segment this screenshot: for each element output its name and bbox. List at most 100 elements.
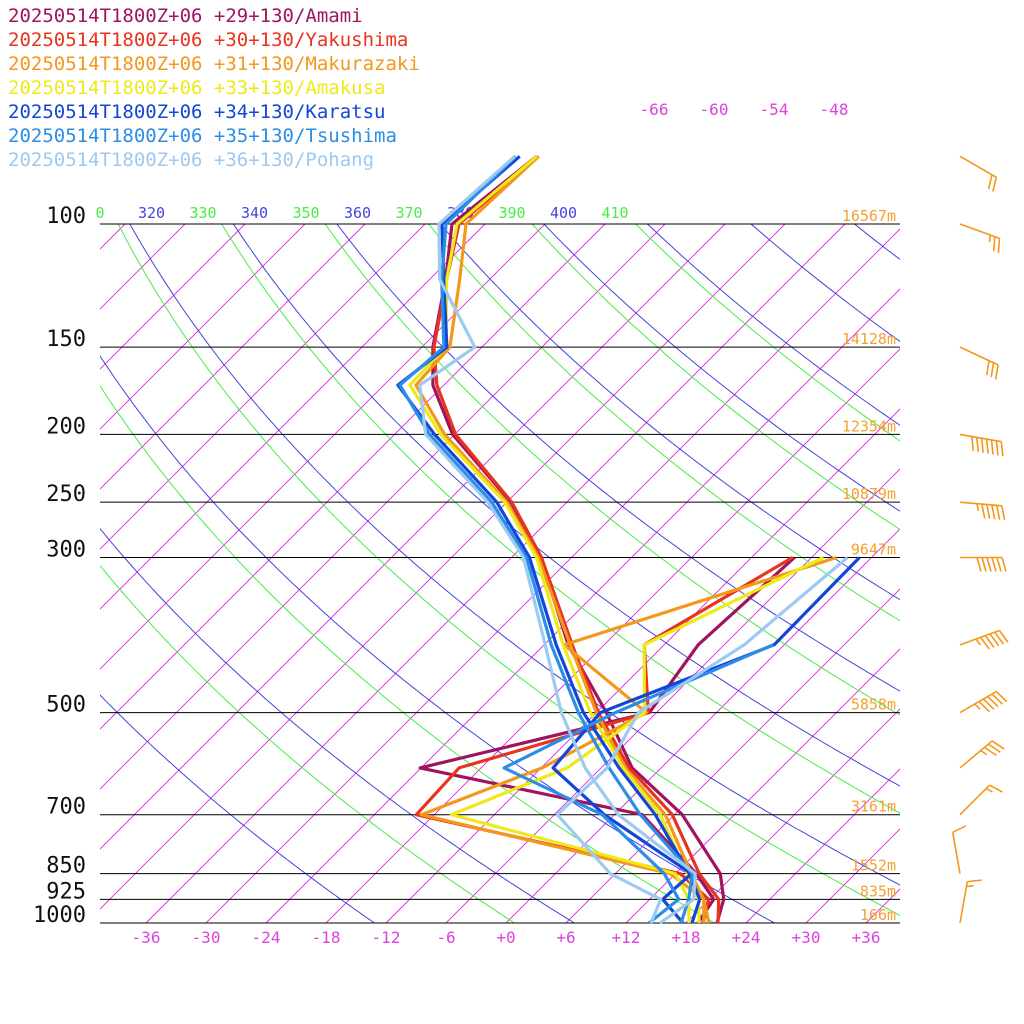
- isotherm-line: [505, 528, 900, 923]
- temperature-tick-label: -36: [132, 928, 161, 947]
- temperature-tick-label: +30: [792, 928, 821, 947]
- wind-barbs: [951, 155, 1009, 924]
- isotherm-line: [625, 648, 900, 923]
- legend-entry: 20250514T1800Z+06 +31+130/Makurazaki: [8, 53, 420, 75]
- legend-entry: 20250514T1800Z+06 +29+130/Amami: [8, 5, 363, 27]
- wind-barb: [959, 501, 1006, 521]
- theta-label: 330: [189, 204, 216, 222]
- dry-adiabat: [958, 224, 1024, 923]
- wind-barb: [959, 690, 1008, 714]
- dry-adiabat: [647, 224, 900, 426]
- temperature-tick-label: +6: [556, 928, 575, 947]
- isotherm-top-label: -54: [760, 100, 789, 119]
- wind-barb: [959, 740, 1005, 769]
- isotherm-line: [100, 224, 726, 850]
- height-label: 835m: [860, 882, 896, 900]
- height-label: 5858m: [851, 696, 896, 714]
- wind-barb: [959, 223, 1001, 253]
- legend-entry: 20250514T1800Z+06 +35+130/Tsushima: [8, 125, 397, 147]
- pressure-label: 1000: [33, 903, 86, 928]
- isotherm-line: [100, 224, 786, 910]
- temperature-profile: [414, 155, 711, 924]
- isotherm-line: [100, 224, 306, 430]
- height-label: 9647m: [851, 541, 896, 559]
- isotherm-line: [145, 224, 846, 923]
- temperature-profile: [396, 155, 702, 924]
- wind-barb: [951, 825, 967, 874]
- height-label: 12354m: [842, 417, 896, 435]
- legend-entry: 20250514T1800Z+06 +34+130/Karatsu: [8, 101, 386, 123]
- isotherm-line: [265, 288, 900, 923]
- temperature-profile: [418, 155, 697, 925]
- isotherm-top-label: -48: [820, 100, 849, 119]
- moist-adiabat: [428, 224, 900, 622]
- height-label: 10879m: [842, 485, 896, 503]
- isotherm-line: [805, 828, 900, 923]
- theta-label: 360: [344, 204, 371, 222]
- dewpoint-profile: [502, 643, 774, 925]
- isotherm-line: [445, 468, 900, 923]
- pressure-label: 300: [46, 538, 86, 563]
- height-label: 14128m: [842, 330, 896, 348]
- isotherm-line: [986, 224, 1024, 923]
- temperature-tick-label: -18: [312, 928, 341, 947]
- isotherm-line: [100, 224, 666, 790]
- dry-adiabat: [129, 224, 900, 886]
- isotherm-line: [865, 888, 900, 923]
- isotherm-line: [100, 224, 246, 370]
- isotherm-top-label: -66: [640, 100, 669, 119]
- isotherm-line: [685, 708, 900, 923]
- dewpoint-profile: [449, 556, 825, 924]
- theta-label: 410: [601, 204, 628, 222]
- temperature-tick-label: -24: [252, 928, 281, 947]
- pressure-label: 850: [46, 854, 86, 879]
- isotherm-line: [100, 224, 486, 610]
- isotherm-line: [100, 224, 426, 550]
- pressure-label: 700: [46, 795, 86, 820]
- wind-barb: [959, 784, 1003, 816]
- wind-barb: [959, 629, 1009, 650]
- temperature-tick-label: -30: [192, 928, 221, 947]
- isotherm-line: [385, 408, 900, 923]
- temperature-tick-label: +12: [612, 928, 641, 947]
- isotherm-line: [205, 228, 900, 923]
- theta-label: 400: [550, 204, 577, 222]
- isotherm-line: [0, 224, 5, 923]
- legend-entry: 20250514T1800Z+06 +30+130/Yakushima: [8, 29, 409, 51]
- temperature-profile: [431, 155, 726, 924]
- height-label: 166m: [860, 906, 896, 924]
- isotherm-line: [565, 588, 900, 923]
- theta-label: 390: [498, 204, 525, 222]
- temperature-tick-label: +18: [672, 928, 701, 947]
- dry-adiabat: [232, 224, 900, 787]
- dewpoint-profile: [555, 556, 849, 924]
- dry-adiabat: [854, 224, 900, 261]
- sounding-profiles: [396, 155, 861, 925]
- height-label: 16567m: [842, 207, 896, 225]
- isotherm-line: [745, 768, 900, 923]
- isotherm-line: [100, 224, 606, 730]
- height-label: 3161m: [851, 798, 896, 816]
- theta-label: 340: [241, 204, 268, 222]
- background-lines: [0, 224, 1024, 923]
- wind-barb: [959, 433, 1004, 457]
- temperature-tick-label: +0: [496, 928, 515, 947]
- temperature-tick-label: +24: [732, 928, 761, 947]
- pressure-label: 100: [46, 204, 86, 229]
- theta-label: 350: [292, 204, 319, 222]
- temperature-profile: [408, 155, 701, 924]
- pressure-label: 200: [46, 414, 86, 439]
- wind-barb: [960, 556, 1007, 572]
- height-label: 1552m: [851, 857, 896, 875]
- pressure-label: 500: [46, 693, 86, 718]
- legend-entry: 20250514T1800Z+06 +33+130/Amakusa: [8, 77, 386, 99]
- isotherm-top-label: -60: [700, 100, 729, 119]
- dewpoint-profile: [418, 556, 796, 924]
- pressure-label: 250: [46, 482, 86, 507]
- temperature-tick-label: -6: [436, 928, 455, 947]
- wind-barb: [959, 155, 998, 192]
- temperature-profile: [398, 155, 694, 924]
- wind-barb: [959, 879, 982, 924]
- dry-adiabat: [100, 527, 575, 923]
